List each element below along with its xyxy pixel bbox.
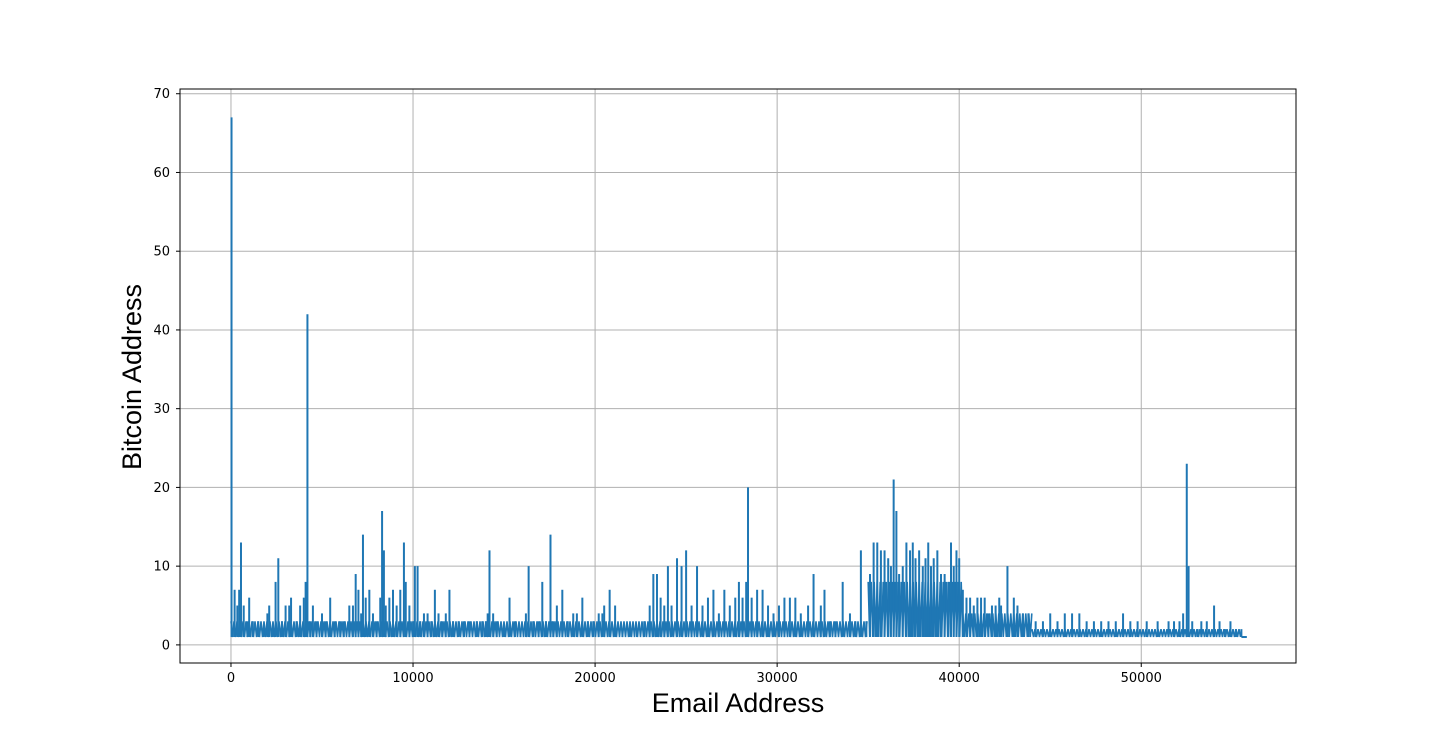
axis-ticks: 0 10000 20000 30000 40000 50000 0 10 20 30 40 50 60 7… [153, 87, 1161, 686]
y-tick-label: 30 [153, 402, 170, 417]
y-tick-label: 70 [153, 87, 170, 102]
y-tick-label: 50 [153, 245, 170, 260]
series-dense-band [1031, 628, 1242, 638]
x-tick-label: 30000 [756, 671, 797, 686]
x-tick-label: 20000 [574, 671, 615, 686]
y-tick-label: 10 [153, 560, 170, 575]
series-bitcoin-per-email [230, 117, 1247, 639]
y-tick-label: 0 [162, 638, 170, 653]
y-axis-title: Bitcoin Address [117, 284, 147, 470]
plot-frame [179, 88, 1297, 664]
x-tick-label: 0 [227, 671, 235, 686]
y-tick-label: 40 [153, 323, 170, 338]
y-tick-label: 20 [153, 481, 170, 496]
y-tick-label: 60 [153, 166, 170, 181]
grid [180, 89, 1296, 663]
x-tick-label: 40000 [939, 671, 980, 686]
x-axis-title: Email Address [652, 688, 825, 718]
x-tick-label: 10000 [392, 671, 433, 686]
x-tick-label: 50000 [1121, 671, 1162, 686]
series-dense-band [230, 621, 868, 638]
